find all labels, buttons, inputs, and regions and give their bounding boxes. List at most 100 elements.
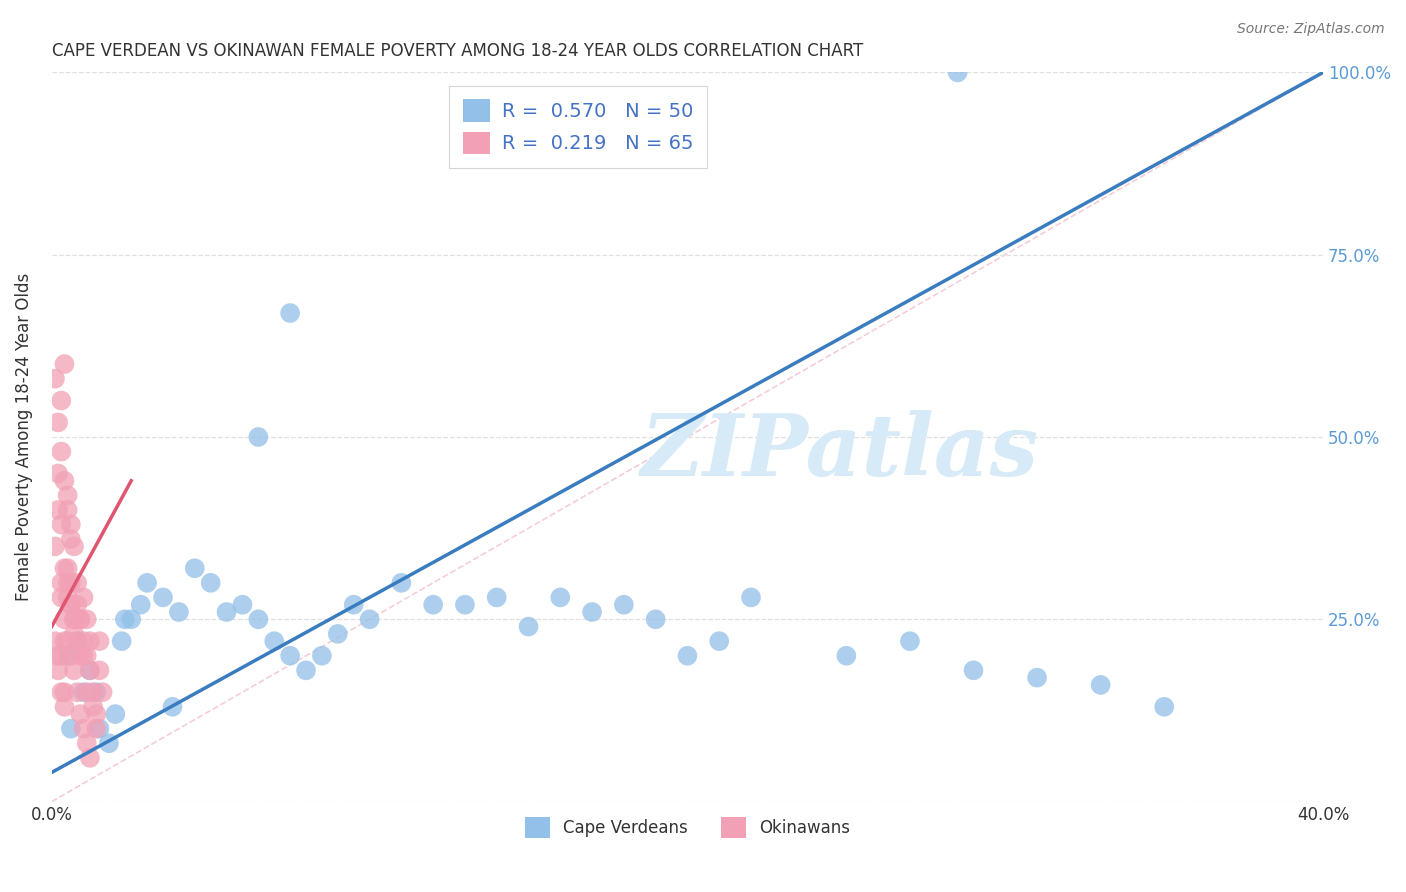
Point bbox=[56, 575, 79, 590]
Point bbox=[46, 648, 69, 663]
Point bbox=[46, 663, 69, 677]
Point bbox=[517, 619, 540, 633]
Point bbox=[66, 685, 89, 699]
Point bbox=[56, 591, 79, 605]
Point bbox=[59, 648, 82, 663]
Point bbox=[114, 612, 136, 626]
Point bbox=[835, 648, 858, 663]
Point bbox=[167, 605, 190, 619]
Point bbox=[72, 722, 94, 736]
Point bbox=[69, 648, 91, 663]
Point bbox=[676, 648, 699, 663]
Point bbox=[51, 591, 73, 605]
Point bbox=[326, 627, 349, 641]
Point bbox=[51, 685, 73, 699]
Point bbox=[89, 663, 111, 677]
Point bbox=[51, 393, 73, 408]
Point bbox=[1090, 678, 1112, 692]
Point bbox=[53, 612, 76, 626]
Point bbox=[66, 634, 89, 648]
Text: Source: ZipAtlas.com: Source: ZipAtlas.com bbox=[1237, 22, 1385, 37]
Point bbox=[46, 467, 69, 481]
Point bbox=[56, 503, 79, 517]
Point bbox=[152, 591, 174, 605]
Legend: Cape Verdeans, Okinawans: Cape Verdeans, Okinawans bbox=[517, 811, 858, 845]
Point bbox=[111, 634, 134, 648]
Point bbox=[51, 444, 73, 458]
Point bbox=[63, 612, 86, 626]
Point bbox=[581, 605, 603, 619]
Point bbox=[76, 736, 98, 750]
Point bbox=[946, 65, 969, 79]
Point bbox=[215, 605, 238, 619]
Point bbox=[53, 474, 76, 488]
Point bbox=[343, 598, 366, 612]
Point bbox=[44, 540, 66, 554]
Point bbox=[79, 751, 101, 765]
Point bbox=[53, 357, 76, 371]
Point bbox=[66, 598, 89, 612]
Point bbox=[72, 634, 94, 648]
Text: ZIPatlas: ZIPatlas bbox=[641, 409, 1039, 493]
Point bbox=[66, 575, 89, 590]
Point bbox=[59, 598, 82, 612]
Point bbox=[278, 306, 301, 320]
Point bbox=[84, 685, 107, 699]
Point bbox=[129, 598, 152, 612]
Point bbox=[422, 598, 444, 612]
Point bbox=[359, 612, 381, 626]
Point bbox=[278, 648, 301, 663]
Point bbox=[898, 634, 921, 648]
Text: CAPE VERDEAN VS OKINAWAN FEMALE POVERTY AMONG 18-24 YEAR OLDS CORRELATION CHART: CAPE VERDEAN VS OKINAWAN FEMALE POVERTY … bbox=[52, 42, 863, 60]
Point bbox=[247, 430, 270, 444]
Point bbox=[56, 561, 79, 575]
Point bbox=[84, 722, 107, 736]
Point bbox=[79, 663, 101, 677]
Point bbox=[231, 598, 253, 612]
Point bbox=[76, 612, 98, 626]
Point bbox=[69, 707, 91, 722]
Point bbox=[82, 699, 104, 714]
Point bbox=[69, 612, 91, 626]
Point bbox=[56, 488, 79, 502]
Point bbox=[84, 707, 107, 722]
Point bbox=[295, 663, 318, 677]
Point bbox=[136, 575, 159, 590]
Point bbox=[59, 517, 82, 532]
Point bbox=[76, 685, 98, 699]
Point bbox=[46, 416, 69, 430]
Point bbox=[66, 634, 89, 648]
Point bbox=[59, 722, 82, 736]
Point bbox=[550, 591, 572, 605]
Point bbox=[69, 612, 91, 626]
Point bbox=[63, 612, 86, 626]
Point bbox=[184, 561, 207, 575]
Point bbox=[56, 634, 79, 648]
Point bbox=[709, 634, 731, 648]
Point bbox=[89, 634, 111, 648]
Point bbox=[53, 685, 76, 699]
Point bbox=[63, 540, 86, 554]
Point bbox=[59, 575, 82, 590]
Point bbox=[63, 627, 86, 641]
Point bbox=[91, 685, 114, 699]
Point bbox=[485, 591, 508, 605]
Point bbox=[389, 575, 412, 590]
Point bbox=[72, 591, 94, 605]
Point bbox=[51, 517, 73, 532]
Point bbox=[53, 561, 76, 575]
Point bbox=[97, 736, 120, 750]
Point bbox=[51, 575, 73, 590]
Point bbox=[162, 699, 184, 714]
Point bbox=[89, 722, 111, 736]
Point bbox=[1153, 699, 1175, 714]
Point bbox=[76, 648, 98, 663]
Point bbox=[311, 648, 333, 663]
Point bbox=[740, 591, 762, 605]
Point bbox=[962, 663, 984, 677]
Point bbox=[51, 648, 73, 663]
Point bbox=[63, 663, 86, 677]
Point bbox=[1026, 671, 1049, 685]
Point bbox=[454, 598, 477, 612]
Point bbox=[44, 634, 66, 648]
